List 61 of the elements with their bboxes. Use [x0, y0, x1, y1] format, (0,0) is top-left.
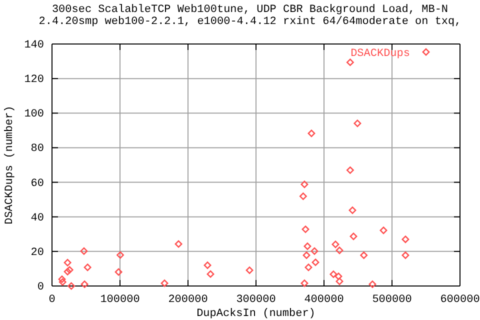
- point: [204, 262, 212, 269]
- point: [380, 226, 388, 234]
- point: [300, 180, 308, 188]
- point: [368, 280, 376, 288]
- point: [58, 276, 66, 283]
- point: [348, 206, 356, 214]
- point: [334, 272, 342, 280]
- point: [336, 246, 344, 254]
- y-tick-label: 140: [24, 40, 44, 52]
- point: [66, 266, 74, 274]
- x-tick-label: 0: [48, 294, 56, 306]
- x-tick-label: 600000: [440, 294, 480, 306]
- point: [80, 247, 88, 255]
- point: [312, 258, 320, 266]
- point: [354, 120, 362, 128]
- point: [302, 226, 310, 234]
- y-tick-label: 40: [30, 212, 44, 224]
- point: [302, 252, 310, 259]
- point: [336, 278, 344, 286]
- point: [346, 166, 354, 174]
- point: [64, 258, 72, 266]
- y-tick-label: 120: [24, 74, 44, 86]
- point: [330, 270, 338, 278]
- point: [304, 242, 312, 250]
- chart-title: 300sec ScalableTCP Web100tune, UDP CBR Background Load, MB-N: [52, 4, 448, 16]
- point: [304, 264, 312, 272]
- point: [64, 268, 72, 276]
- point: [58, 278, 66, 286]
- x-axis-title: DupAcksIn (number): [196, 308, 316, 320]
- point: [80, 280, 88, 288]
- y-tick-label: 80: [30, 143, 44, 156]
- x-tick-label: 500000: [372, 294, 412, 306]
- point: [360, 252, 368, 259]
- point: [246, 266, 254, 274]
- point: [402, 252, 410, 259]
- point: [332, 240, 340, 248]
- point: [308, 130, 316, 138]
- x-tick-label: 100000: [100, 294, 140, 306]
- point: [206, 270, 214, 278]
- point: [300, 280, 308, 287]
- point: [310, 247, 318, 255]
- point: [84, 264, 92, 272]
- x-tick-label: 200000: [168, 294, 208, 306]
- point: [114, 268, 122, 276]
- x-tick-label: 300000: [236, 294, 276, 306]
- y-axis-title: DSACKDups (number): [4, 106, 16, 224]
- point: [346, 58, 354, 66]
- y-tick-label: 0: [37, 282, 44, 294]
- x-tick-label: 400000: [304, 294, 344, 306]
- y-tick-label: 20: [30, 246, 44, 259]
- point: [174, 240, 182, 248]
- legend-label: DSACKDups: [350, 48, 410, 60]
- chart-subtitle: 2.4.20smp web100-2.2.1, e1000-4.4.12 rxint 64/64moderate on txq,: [38, 16, 462, 28]
- y-tick-label: 60: [30, 178, 44, 190]
- y-tick-label: 100: [24, 108, 44, 121]
- point: [68, 282, 76, 290]
- point: [350, 232, 358, 240]
- point: [402, 236, 410, 244]
- point: [160, 280, 168, 287]
- point: [299, 192, 307, 200]
- point: [116, 251, 124, 259]
